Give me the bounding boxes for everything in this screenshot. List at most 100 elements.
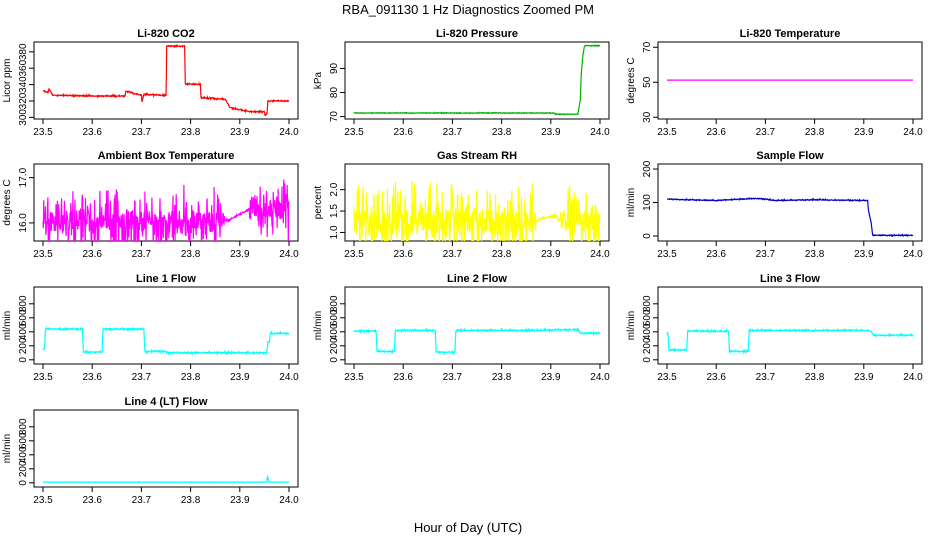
x-tick-label: 23.9 (541, 127, 561, 138)
y-tick-label: 300 (18, 109, 29, 126)
chart-title: Line 3 Flow (760, 273, 820, 285)
chart-title: Li-820 Temperature (740, 28, 841, 40)
y-tick-label: 400 (18, 446, 29, 463)
x-tick-label: 23.6 (82, 249, 102, 260)
chart-panel: Li-820 CO2 23.5 23.6 23.7 23.8 23.9 24.0 300320… (2, 28, 299, 138)
x-tick-label: 23.9 (230, 249, 250, 260)
y-axis-label: degrees C (2, 179, 13, 225)
chart-title: Gas Stream RH (437, 150, 517, 162)
x-tick-label: 23.8 (492, 127, 512, 138)
y-tick-label: 0 (18, 357, 29, 363)
y-tick-label: 200 (18, 337, 29, 354)
x-tick-label: 23.8 (492, 249, 512, 260)
y-tick-label: 70 (642, 41, 653, 53)
y-axis-label: kPa (313, 71, 324, 89)
plot-frame (657, 163, 923, 242)
x-tick-label: 23.5 (33, 249, 53, 260)
x-tick-label: 23.6 (393, 249, 413, 260)
chart-title: Line 2 Flow (447, 273, 507, 285)
chart-panel: Line 1 Flow 23.5 23.6 23.7 23.8 23.9 24.0 0 2004… (2, 273, 299, 383)
x-tick-label: 23.7 (756, 249, 776, 260)
series-line (42, 179, 290, 241)
x-tick-label: 23.8 (492, 372, 512, 383)
x-tick-label: 23.5 (33, 127, 53, 138)
x-tick-label: 23.7 (443, 249, 463, 260)
series-line (666, 327, 914, 355)
plot-frame (33, 286, 299, 365)
x-tick-label: 23.7 (132, 372, 152, 383)
y-tick-label: 0 (18, 480, 29, 486)
y-tick-label: 600 (329, 309, 340, 326)
chart-panel: Li-820 Temperature 23.5 23.6 23.7 23.8 23.9 24… (626, 28, 923, 138)
y-tick-label: 70 (329, 111, 340, 123)
x-tick-label: 23.5 (344, 127, 364, 138)
x-tick-label: 24.0 (279, 372, 299, 383)
y-tick-label: 400 (18, 323, 29, 340)
x-tick-label: 23.8 (805, 127, 825, 138)
x-tick-label: 23.5 (344, 372, 364, 383)
chart-panel: Line 2 Flow 23.5 23.6 23.7 23.8 23.9 24.0 0 2004… (313, 273, 610, 383)
y-tick-label: 800 (18, 295, 29, 312)
y-tick-label: 0 (642, 233, 653, 239)
chart-panel: Li-820 Pressure 23.5 23.6 23.7 23.8 23.9 24.0 7… (313, 28, 610, 138)
x-tick-label: 24.0 (279, 127, 299, 138)
series-line (42, 325, 290, 357)
y-tick-label: 200 (642, 337, 653, 354)
x-tick-label: 23.6 (706, 372, 726, 383)
y-tick-label: 50 (642, 76, 653, 88)
chart-panel: Gas Stream RH 23.5 23.6 23.7 23.8 23.9 24.0 1.0… (313, 150, 610, 260)
x-tick-label: 23.6 (393, 127, 413, 138)
y-tick-label: 200 (18, 460, 29, 477)
plot-frame (344, 286, 610, 365)
y-tick-label: 600 (642, 309, 653, 326)
y-axis-label: ml/min (626, 311, 637, 340)
y-tick-label: 90 (329, 62, 340, 74)
chart-title: Sample Flow (756, 150, 824, 162)
plot-frame (657, 41, 923, 120)
y-tick-label: 17.0 (18, 167, 29, 187)
y-axis-label: percent (313, 186, 324, 220)
series-line (353, 44, 601, 116)
y-axis-label: degrees C (626, 57, 637, 103)
x-tick-label: 23.5 (344, 249, 364, 260)
y-axis-label: ml/min (2, 311, 13, 340)
y-tick-label: 2.0 (329, 182, 340, 196)
y-tick-label: 360 (18, 59, 29, 76)
series-line (42, 474, 289, 484)
x-tick-label: 24.0 (903, 249, 923, 260)
x-tick-label: 23.5 (657, 372, 677, 383)
x-tick-label: 24.0 (279, 495, 299, 506)
x-tick-label: 23.7 (132, 495, 152, 506)
x-tick-label: 23.6 (706, 127, 726, 138)
plot-frame (344, 41, 610, 120)
figure-xlabel: Hour of Day (UTC) (414, 520, 522, 535)
y-tick-label: 600 (18, 432, 29, 449)
x-tick-label: 23.9 (854, 249, 874, 260)
x-tick-label: 23.6 (82, 127, 102, 138)
x-tick-label: 23.6 (706, 249, 726, 260)
y-axis-label: ml/min (626, 188, 637, 217)
x-tick-label: 23.7 (756, 127, 776, 138)
y-tick-label: 0 (329, 357, 340, 363)
x-tick-label: 24.0 (903, 372, 923, 383)
chart-panel: Ambient Box Temperature 23.5 23.6 23.7 23.8 2… (2, 150, 299, 260)
y-tick-label: 80 (329, 87, 340, 99)
y-tick-label: 1.0 (329, 225, 340, 239)
x-tick-label: 23.7 (132, 249, 152, 260)
x-tick-label: 23.9 (230, 372, 250, 383)
y-tick-label: 16.0 (18, 213, 29, 233)
y-tick-label: 400 (642, 323, 653, 340)
x-tick-label: 23.9 (541, 249, 561, 260)
x-tick-label: 23.5 (657, 127, 677, 138)
y-tick-label: 30 (642, 111, 653, 123)
x-tick-label: 23.7 (443, 372, 463, 383)
x-tick-label: 23.6 (393, 372, 413, 383)
x-tick-label: 23.9 (230, 127, 250, 138)
y-tick-label: 400 (329, 323, 340, 340)
x-tick-label: 24.0 (590, 127, 610, 138)
x-tick-label: 23.7 (756, 372, 776, 383)
y-tick-label: 320 (18, 92, 29, 109)
x-tick-label: 24.0 (590, 372, 610, 383)
x-tick-label: 24.0 (279, 249, 299, 260)
chart-title: Ambient Box Temperature (98, 150, 235, 162)
